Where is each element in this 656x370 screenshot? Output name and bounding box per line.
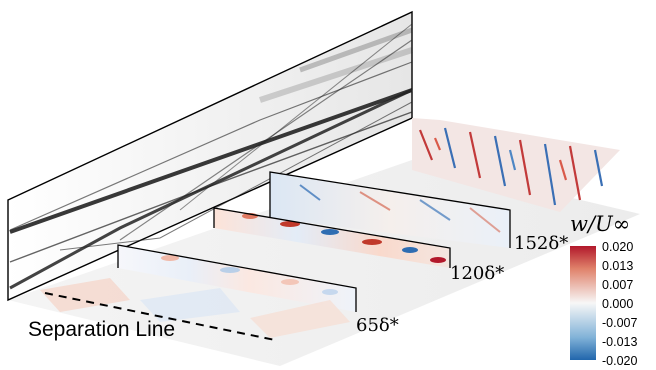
- colorbar: [570, 246, 596, 360]
- floor-velocity-patches: [40, 278, 350, 338]
- cross-plane-152: [269, 171, 511, 248]
- colorbar-tick: -0.007: [602, 316, 638, 330]
- cross-plane-65: [117, 244, 357, 312]
- colorbar-title: w/U∞: [570, 212, 631, 236]
- colorbar-tick: -0.013: [602, 335, 638, 349]
- separation-line: [44, 292, 276, 341]
- separation-line-label: Separation Line: [28, 318, 176, 341]
- colorbar-tick: 0.013: [602, 259, 634, 273]
- colorbar-tick: 0.000: [602, 297, 634, 311]
- cross-plane-120: [213, 207, 451, 268]
- colorbar-tick: -0.020: [602, 354, 638, 368]
- station-label-65: 65δ*: [356, 315, 399, 336]
- colorbar-tick: 0.020: [602, 240, 634, 254]
- station-label-152: 152δ*: [514, 233, 569, 254]
- colorbar-tick: 0.007: [602, 278, 634, 292]
- schlieren-wall: [7, 10, 413, 302]
- station-label-120: 120δ*: [450, 263, 505, 284]
- downstream-turbulent-region: [412, 118, 620, 212]
